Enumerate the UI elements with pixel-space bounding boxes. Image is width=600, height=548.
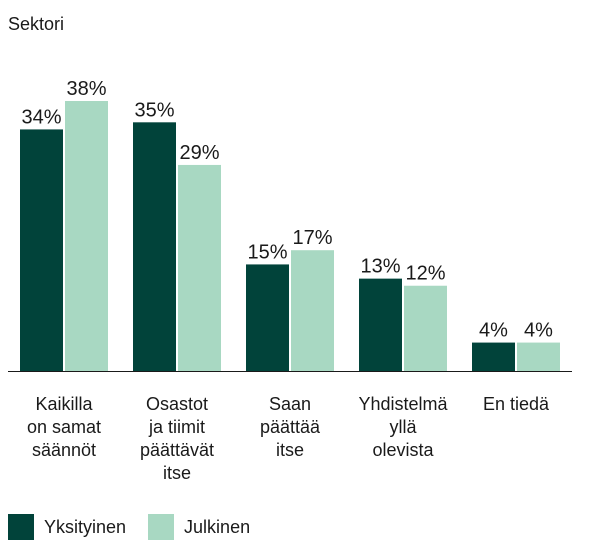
- data-label-julkinen-0: 38%: [66, 78, 106, 100]
- data-label-julkinen-3: 12%: [405, 263, 445, 285]
- bar-yksityinen-0: [20, 129, 63, 371]
- bar-chart: 34%38% Kaikilla on samat säännöt 35%29% Osast…: [8, 78, 572, 483]
- category-label-3: Yhdistelmä yllä olevista: [358, 394, 448, 460]
- bar-julkinen-0: [65, 101, 108, 371]
- category-label-1: Osastot ja tiimit päättävät itse: [140, 394, 214, 483]
- category-label-0: Kaikilla on samat säännöt: [27, 394, 101, 460]
- bar-yksityinen-3: [359, 278, 402, 371]
- data-label-yksityinen-1: 35%: [134, 99, 174, 121]
- bar-julkinen-3: [404, 285, 447, 371]
- data-label-julkinen-2: 17%: [292, 227, 332, 249]
- data-label-yksityinen-3: 13%: [360, 256, 400, 278]
- bar-julkinen-2: [291, 250, 334, 371]
- data-label-yksityinen-0: 34%: [21, 106, 61, 128]
- chart-title: Sektori: [8, 14, 65, 34]
- legend-item-julkinen: Julkinen: [148, 514, 250, 540]
- legend-label-yksityinen: Yksityinen: [44, 516, 127, 537]
- legend-item-yksityinen: Yksityinen: [8, 514, 126, 540]
- legend-swatch-yksityinen: [8, 514, 34, 540]
- bar-yksityinen-2: [246, 264, 289, 371]
- category-label-2: Saan päättää itse: [260, 394, 321, 460]
- category-label-4: En tiedä: [483, 394, 550, 414]
- legend-label-julkinen: Julkinen: [184, 516, 251, 537]
- bar-julkinen-1: [178, 164, 221, 371]
- bar-yksityinen-4: [472, 342, 515, 371]
- legend: Yksityinen Julkinen: [8, 514, 272, 540]
- bar-julkinen-4: [517, 342, 560, 371]
- data-label-yksityinen-2: 15%: [247, 241, 287, 263]
- legend-swatch-julkinen: [148, 514, 175, 540]
- data-label-julkinen-4: 4%: [524, 320, 553, 342]
- data-label-julkinen-1: 29%: [179, 142, 219, 164]
- data-label-yksityinen-4: 4%: [479, 320, 508, 342]
- bar-yksityinen-1: [133, 122, 176, 371]
